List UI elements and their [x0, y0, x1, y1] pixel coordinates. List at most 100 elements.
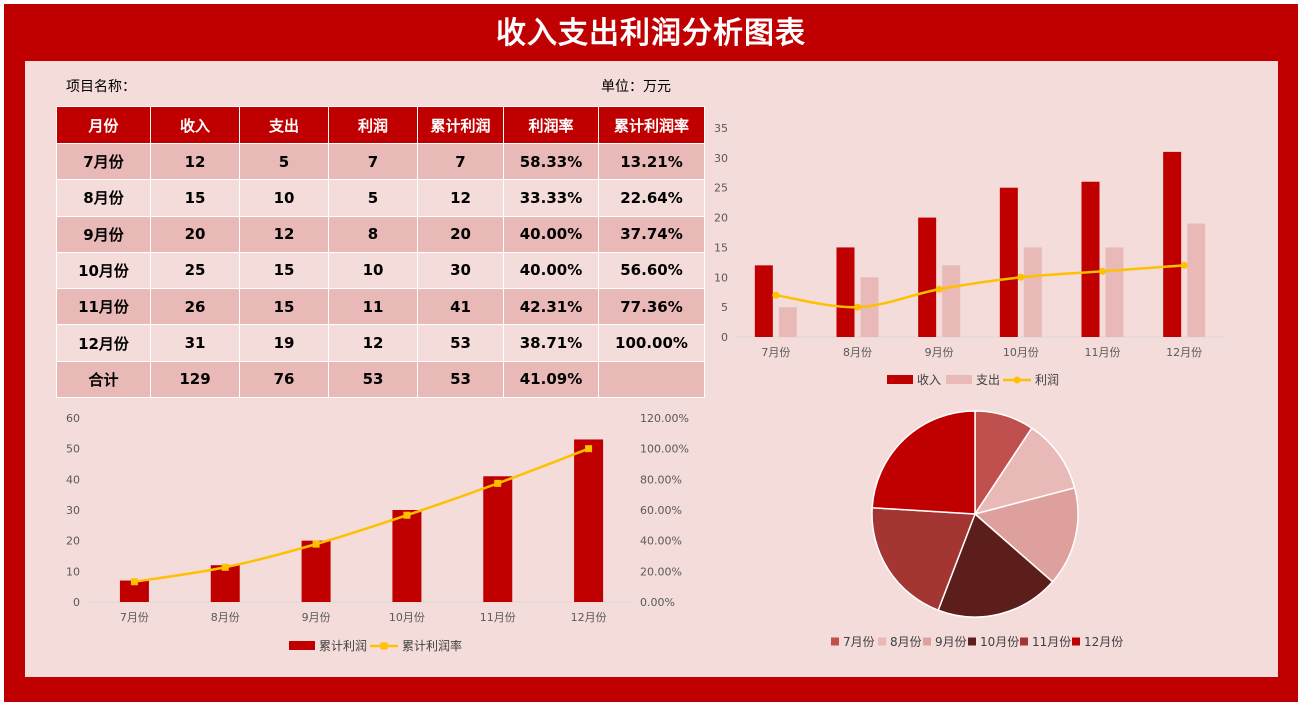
legend-cumprofit-swatch: [289, 641, 315, 650]
x-tick-label: 12月份: [571, 611, 607, 624]
y-tick-label: 10: [714, 271, 728, 284]
y-tick-label: 30: [714, 152, 728, 165]
y-tick-label: 0: [721, 331, 728, 344]
legend-cumrate-marker: [380, 642, 388, 650]
pie-slice: [973, 487, 1079, 583]
y2-tick-label: 100.00%: [640, 443, 689, 456]
legend-expense-swatch: [946, 375, 972, 384]
table-cell: 19: [239, 324, 329, 362]
column-header: 支出: [239, 106, 329, 144]
cumulative-rate-line: [134, 447, 590, 583]
y-tick-label: 0: [73, 596, 80, 609]
table-cell: 40.00%: [503, 251, 599, 290]
table-cell: 12: [239, 215, 329, 253]
cumulative-rate-point: [494, 479, 502, 487]
cumulative-profit-bar: [301, 540, 331, 602]
table-cell: 53: [417, 360, 504, 399]
table-cell: 7: [417, 142, 504, 181]
data-table: 月份 收入 支出 利润 累计利润 利润率 累计利润率 7月份 12 5 7 7 …: [56, 106, 705, 399]
legend-pie-label: 7月份: [843, 635, 875, 649]
y2-tick-label: 60.00%: [640, 504, 682, 517]
y-tick-label: 20: [66, 535, 80, 548]
legend-pie-swatch: [923, 637, 931, 646]
table-cell: 77.36%: [598, 288, 705, 326]
table-row: 9月份 20 12 8 20 40.00% 37.74%: [56, 215, 705, 253]
column-header: 利润率: [503, 106, 599, 144]
column-header: 利润: [328, 106, 418, 144]
x-tick-label: 8月份: [843, 346, 872, 359]
y-tick-label: 25: [714, 182, 728, 195]
table-row: 8月份 15 10 5 12 33.33% 22.64%: [56, 179, 705, 217]
y-tick-label: 35: [714, 122, 728, 135]
legend-income-swatch: [887, 375, 913, 384]
expense-bar: [1023, 247, 1042, 337]
x-tick-label: 10月份: [1003, 346, 1039, 359]
table-cell: 26: [150, 288, 240, 326]
table-cell: 11月份: [56, 288, 151, 326]
legend-profit-marker: [1013, 376, 1021, 384]
table-total-row: 合计 129 76 53 53 41.09%: [56, 360, 705, 399]
table-cell: 12月份: [56, 324, 151, 362]
table-cell: 76: [239, 360, 329, 399]
cumulative-profit-bar: [392, 510, 422, 602]
y-tick-label: 15: [714, 241, 728, 254]
pie-slice: [973, 427, 1076, 516]
y-tick-label: 60: [66, 412, 80, 425]
table-cell: 10: [328, 251, 418, 290]
legend-pie-swatch: [831, 637, 839, 646]
table-cell: 41: [417, 288, 504, 326]
legend-income-label: 收入: [917, 373, 941, 387]
profit-point: [1099, 267, 1106, 275]
table-cell: 15: [239, 251, 329, 290]
table-cell: 41.09%: [503, 360, 599, 399]
table-cell: 129: [150, 360, 240, 399]
cumulative-rate-point: [312, 540, 320, 548]
table-cell: 10月份: [56, 251, 151, 290]
legend-pie-swatch: [878, 637, 886, 646]
x-tick-label: 11月份: [480, 611, 516, 624]
income-bar: [999, 187, 1018, 337]
cumulative-profit-bar: [574, 439, 604, 602]
y-tick-label: 5: [721, 301, 728, 314]
legend-pie-label: 8月份: [890, 635, 922, 649]
column-header: 累计利润: [417, 106, 504, 144]
y-tick-label: 50: [66, 443, 80, 456]
cumulative-rate-point: [403, 511, 411, 519]
income-bar: [918, 217, 937, 337]
legend-pie-label: 11月份: [1032, 635, 1071, 649]
table-cell: 58.33%: [503, 142, 599, 181]
pie-slice: [871, 506, 977, 612]
table-cell: 25: [150, 251, 240, 290]
table-header-row: 月份 收入 支出 利润 累计利润 利润率 累计利润率: [56, 106, 705, 144]
table-row: 7月份 12 5 7 7 58.33% 13.21%: [56, 142, 705, 181]
table-cell: 31: [150, 324, 240, 362]
table-cell: 53: [417, 324, 504, 362]
table-row: 11月份 26 15 11 41 42.31% 77.36%: [56, 288, 705, 326]
profit-point: [854, 303, 861, 311]
pie-slice: [871, 410, 976, 515]
cumulative-profit-bar: [483, 476, 513, 602]
table-cell: 11: [328, 288, 418, 326]
y2-tick-label: 120.00%: [640, 412, 689, 425]
cumulative-rate-point: [585, 445, 593, 453]
y-tick-label: 40: [66, 473, 80, 486]
y-tick-label: 20: [714, 212, 728, 225]
project-name-label: 项目名称：: [66, 79, 136, 95]
table-cell: 40.00%: [503, 215, 599, 253]
table-cell: 10: [239, 179, 329, 217]
table-cell: 37.74%: [598, 215, 705, 253]
y2-tick-label: 80.00%: [640, 473, 682, 486]
income-bar: [836, 247, 855, 337]
profit-point: [1017, 273, 1025, 281]
table-cell: 7: [328, 142, 418, 181]
table-cell: 38.71%: [503, 324, 599, 362]
table-cell: 7月份: [56, 142, 151, 181]
table-cell: 12: [417, 179, 504, 217]
table-cell: 33.33%: [503, 179, 599, 217]
expense-bar: [778, 307, 797, 337]
expense-bar: [942, 265, 961, 337]
legend-pie-swatch: [1020, 637, 1028, 646]
legend-pie-swatch: [968, 637, 976, 646]
